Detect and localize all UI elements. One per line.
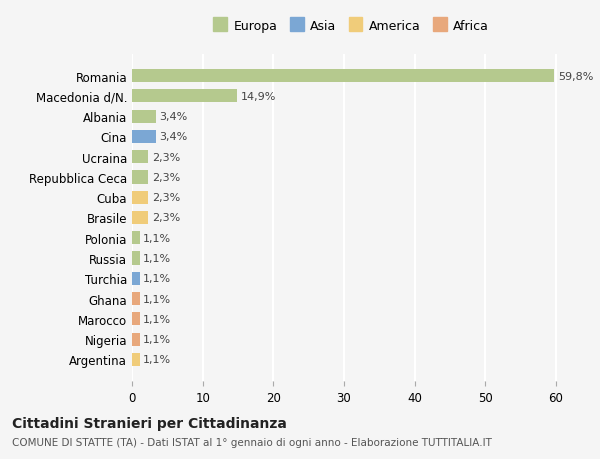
- Text: COMUNE DI STATTE (TA) - Dati ISTAT al 1° gennaio di ogni anno - Elaborazione TUT: COMUNE DI STATTE (TA) - Dati ISTAT al 1°…: [12, 437, 492, 447]
- Text: 1,1%: 1,1%: [143, 294, 172, 304]
- Text: Cittadini Stranieri per Cittadinanza: Cittadini Stranieri per Cittadinanza: [12, 416, 287, 430]
- Text: 59,8%: 59,8%: [558, 72, 593, 81]
- Bar: [132, 252, 140, 265]
- Text: 1,1%: 1,1%: [143, 233, 172, 243]
- Bar: [132, 292, 140, 306]
- Text: 3,4%: 3,4%: [160, 112, 188, 122]
- Bar: [132, 70, 554, 83]
- Text: 2,3%: 2,3%: [152, 193, 180, 203]
- Text: 3,4%: 3,4%: [160, 132, 188, 142]
- Bar: [132, 353, 140, 366]
- Bar: [132, 313, 140, 326]
- Text: 14,9%: 14,9%: [241, 92, 276, 102]
- Bar: [132, 151, 148, 164]
- Text: 1,1%: 1,1%: [143, 274, 172, 284]
- Text: 1,1%: 1,1%: [143, 314, 172, 324]
- Legend: Europa, Asia, America, Africa: Europa, Asia, America, Africa: [214, 19, 488, 33]
- Text: 1,1%: 1,1%: [143, 253, 172, 263]
- Text: 2,3%: 2,3%: [152, 173, 180, 183]
- Bar: [132, 171, 148, 184]
- Bar: [132, 333, 140, 346]
- Text: 1,1%: 1,1%: [143, 334, 172, 344]
- Bar: [132, 130, 156, 144]
- Bar: [132, 232, 140, 245]
- Text: 2,3%: 2,3%: [152, 152, 180, 162]
- Bar: [132, 212, 148, 224]
- Text: 2,3%: 2,3%: [152, 213, 180, 223]
- Text: 1,1%: 1,1%: [143, 355, 172, 364]
- Bar: [132, 110, 156, 123]
- Bar: [132, 272, 140, 285]
- Bar: [132, 90, 237, 103]
- Bar: [132, 191, 148, 204]
